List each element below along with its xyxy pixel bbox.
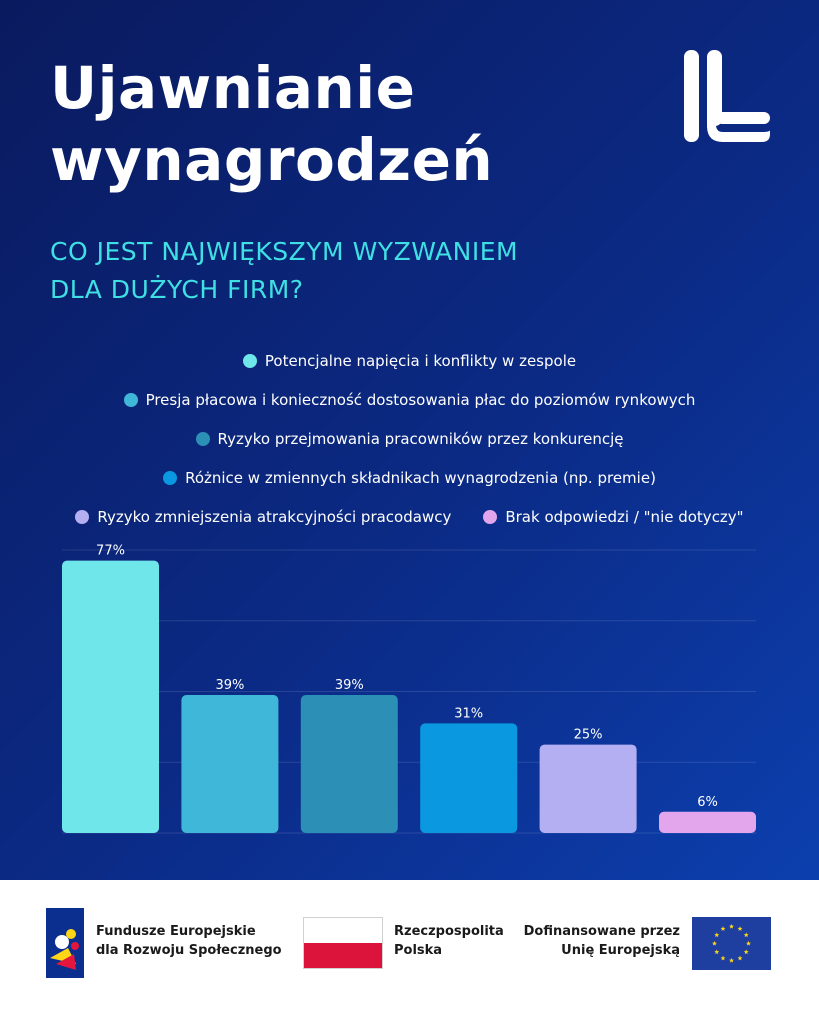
eu-star-icon <box>720 926 726 931</box>
bar-value-label-5: 25% <box>574 728 603 743</box>
legend-item-conflicts: Potencjalne napięcia i konflikty w zespo… <box>242 352 577 370</box>
legend-dot-icon <box>163 471 178 485</box>
eu-star-icon <box>743 949 749 955</box>
eu-star-icon <box>743 932 749 938</box>
legend-row-1: Potencjalne napięcia i konflikty w zespo… <box>0 352 819 370</box>
bar-value-label-3: 39% <box>335 678 364 693</box>
eu-star-icon <box>737 926 743 931</box>
legend-label: Ryzyko zmniejszenia atrakcyjności pracod… <box>97 508 452 526</box>
eu-line-2: Unię Europejską <box>561 943 680 958</box>
bar-value-label-6: 6% <box>697 795 718 810</box>
bar-6 <box>659 811 756 833</box>
legend-item-attractiveness: Ryzyko zmniejszenia atrakcyjności pracod… <box>75 508 451 526</box>
legend-item-poaching: Ryzyko przejmowania pracowników przez ko… <box>195 430 624 448</box>
legend-dot-icon <box>483 510 498 524</box>
legend-row-4: Różnice w zmiennych składnikach wynagrod… <box>0 469 819 487</box>
eu-star-icon <box>712 940 717 946</box>
hero-panel: Ujawnianie wynagrodzeń CO JEST NAJWIĘKSZ… <box>0 0 819 880</box>
title-line-1: Ujawnianie <box>50 54 416 122</box>
bar-value-label-1: 77% <box>96 544 125 559</box>
eu-star-icon <box>720 955 726 961</box>
bar-value-label-2: 39% <box>215 678 244 693</box>
poland-flag-icon <box>303 917 383 969</box>
eu-star-icon <box>737 955 743 961</box>
legend-dot-icon <box>123 393 138 407</box>
legend-row-5: Ryzyko zmniejszenia atrakcyjności pracod… <box>0 508 819 526</box>
eu-flag-icon <box>692 917 771 970</box>
pl-line-1: Rzeczpospolita <box>394 924 504 939</box>
footer-logos: Fundusze Europejskie dla Rozwoju Społecz… <box>0 880 819 1024</box>
eu-star-icon <box>729 923 734 929</box>
eu-star-icon <box>714 932 720 938</box>
european-funds-logo-icon <box>46 908 84 978</box>
legend-item-no-answer: Brak odpowiedzi / "nie dotyczy" <box>483 508 744 526</box>
legend-item-wage-pressure: Presja płacowa i konieczność dostosowani… <box>123 391 696 409</box>
page-title: Ujawnianie wynagrodzeń <box>50 52 610 196</box>
pl-line-2: Polska <box>394 943 443 958</box>
fe-line-2: dla Rozwoju Społecznego <box>96 943 282 958</box>
legend-row-3: Ryzyko przejmowania pracowników przez ko… <box>0 430 819 448</box>
page-subtitle: CO JEST NAJWIĘKSZYM WYZWANIEM DLA DUŻYCH… <box>50 233 518 309</box>
legend-label: Presja płacowa i konieczność dostosowani… <box>145 391 696 409</box>
subtitle-line-2: DLA DUŻYCH FIRM? <box>50 275 304 304</box>
bar-chart: 77% 39% 39% 31% 25% 6% <box>62 544 756 834</box>
legend-label: Brak odpowiedzi / "nie dotyczy" <box>505 508 744 526</box>
legend-dot-icon <box>195 432 210 446</box>
european-funds-text: Fundusze Europejskie dla Rozwoju Społecz… <box>96 922 282 960</box>
bar-5 <box>539 744 637 833</box>
poland-text: Rzeczpospolita Polska <box>394 922 504 960</box>
legend-label: Potencjalne napięcia i konflikty w zespo… <box>264 352 577 370</box>
bar-3 <box>300 695 398 833</box>
legend-item-variable-pay: Różnice w zmiennych składnikach wynagrod… <box>163 469 656 487</box>
legend-dot-icon <box>242 354 257 368</box>
eu-star-icon <box>746 940 751 946</box>
legend-row-2: Presja płacowa i konieczność dostosowani… <box>0 391 819 409</box>
eu-star-icon <box>729 957 734 963</box>
legend-dot-icon <box>75 510 90 524</box>
title-line-2: wynagrodzeń <box>50 126 494 194</box>
bar-1 <box>62 560 159 833</box>
bar-4 <box>420 723 518 833</box>
bar-2 <box>181 695 279 833</box>
subtitle-line-1: CO JEST NAJWIĘKSZYM WYZWANIEM <box>50 237 519 266</box>
eu-funding-text: Dofinansowane przez Unię Europejską <box>510 922 680 960</box>
legend-label: Różnice w zmiennych składnikach wynagrod… <box>185 469 656 487</box>
bar-value-label-4: 31% <box>454 706 483 721</box>
fe-line-1: Fundusze Europejskie <box>96 924 256 939</box>
eu-line-1: Dofinansowane przez <box>523 924 680 939</box>
eu-star-icon <box>714 949 720 955</box>
legend-label: Ryzyko przejmowania pracowników przez ko… <box>217 430 624 448</box>
brand-logo-icon <box>684 50 770 142</box>
